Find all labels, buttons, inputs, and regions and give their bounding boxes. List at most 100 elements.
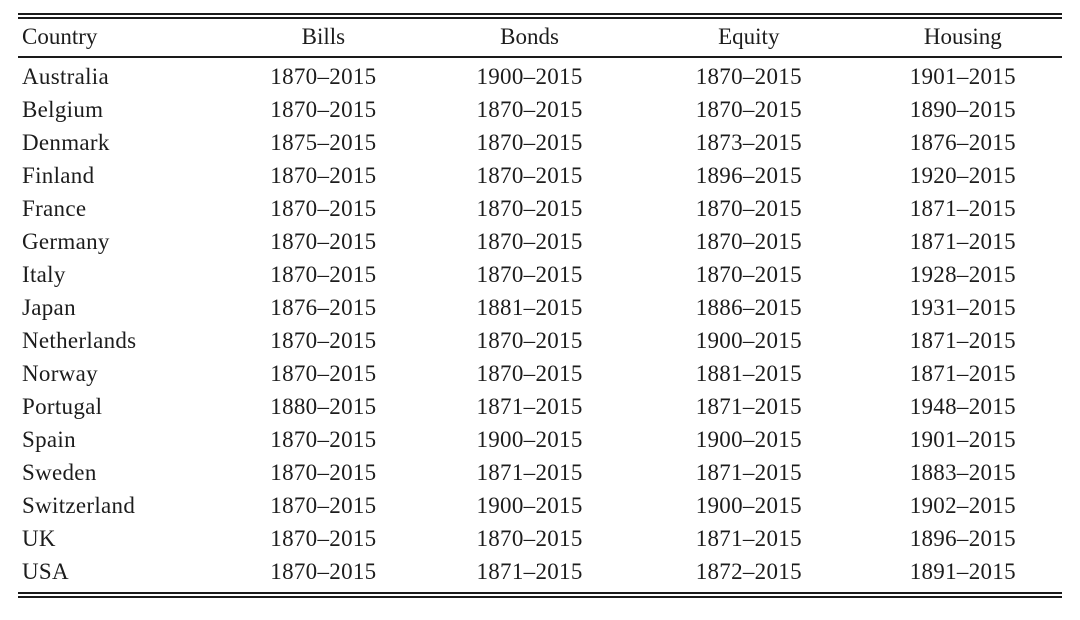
- cell-country: France: [22, 196, 87, 221]
- cell-equity: 1870–2015: [695, 262, 802, 287]
- cell-bonds: 1881–2015: [476, 295, 583, 320]
- table-row: Germany 1870–2015 1870–2015 1870–2015 1871–2…: [18, 226, 1062, 259]
- cell-housing: 1871–2015: [909, 229, 1016, 254]
- cell-bills: 1870–2015: [270, 460, 377, 485]
- header-row: Country Bills Bonds Equity Housing: [18, 16, 1062, 58]
- table-row: Italy 1870–2015 1870–2015 1870–2015 1928–201…: [18, 259, 1062, 292]
- cell-bills: 1870–2015: [270, 196, 377, 221]
- cell-country: Belgium: [22, 97, 104, 122]
- cell-equity: 1896–2015: [695, 163, 802, 188]
- cell-country: Denmark: [22, 130, 110, 155]
- cell-bonds: 1870–2015: [476, 262, 583, 287]
- cell-bonds: 1900–2015: [476, 427, 583, 452]
- cell-country: UK: [22, 526, 56, 551]
- cell-housing: 1890–2015: [909, 97, 1016, 122]
- cell-equity: 1873–2015: [695, 130, 802, 155]
- cell-bonds: 1870–2015: [476, 229, 583, 254]
- cell-bonds: 1870–2015: [476, 526, 583, 551]
- column-header-bills: Bills: [221, 16, 426, 58]
- cell-bills: 1870–2015: [270, 559, 377, 584]
- cell-country: Italy: [22, 262, 66, 287]
- cell-housing: 1883–2015: [909, 460, 1016, 485]
- cell-bills: 1870–2015: [270, 262, 377, 287]
- table-row: Belgium 1870–2015 1870–2015 1870–2015 1890–2…: [18, 94, 1062, 127]
- cell-bills: 1880–2015: [270, 394, 377, 419]
- cell-equity: 1870–2015: [695, 97, 802, 122]
- cell-bonds: 1870–2015: [476, 361, 583, 386]
- table-row: Portugal 1880–2015 1871–2015 1871–2015 1948–…: [18, 391, 1062, 424]
- cell-country: Japan: [22, 295, 76, 320]
- cell-country: Netherlands: [22, 328, 137, 353]
- cell-country: Spain: [22, 427, 76, 452]
- cell-bonds: 1900–2015: [476, 493, 583, 518]
- cell-bills: 1870–2015: [270, 97, 377, 122]
- cell-country: Sweden: [22, 460, 97, 485]
- cell-equity: 1900–2015: [695, 493, 802, 518]
- cell-country: Finland: [22, 163, 95, 188]
- table-row: Sweden 1870–2015 1871–2015 1871–2015 1883–20…: [18, 457, 1062, 490]
- table-row: Japan 1876–2015 1881–2015 1886–2015 1931–201…: [18, 292, 1062, 325]
- cell-housing: 1891–2015: [909, 559, 1016, 584]
- cell-equity: 1870–2015: [695, 229, 802, 254]
- table-row: Switzerland 1870–2015 1900–2015 1900–2015 19…: [18, 490, 1062, 523]
- cell-equity: 1881–2015: [695, 361, 802, 386]
- cell-country: Germany: [22, 229, 110, 254]
- table-row: Netherlands 1870–2015 1870–2015 1900–2015 18…: [18, 325, 1062, 358]
- table-row: Finland 1870–2015 1870–2015 1896–2015 1920–2…: [18, 160, 1062, 193]
- table-body: Australia 1870–2015 1900–2015 1870–2015 1901…: [18, 57, 1062, 595]
- cell-equity: 1900–2015: [695, 427, 802, 452]
- column-header-country: Country: [18, 16, 222, 58]
- table-row: Australia 1870–2015 1900–2015 1870–2015 1901…: [18, 57, 1062, 94]
- cell-bonds: 1871–2015: [476, 460, 583, 485]
- cell-bills: 1870–2015: [270, 526, 377, 551]
- table-row: France 1870–2015 1870–2015 1870–2015 1871–20…: [18, 193, 1062, 226]
- table-row: Denmark 1875–2015 1870–2015 1873–2015 1876–2…: [18, 127, 1062, 160]
- cell-country: Switzerland: [22, 493, 136, 518]
- cell-country: Portugal: [22, 394, 103, 419]
- cell-equity: 1870–2015: [695, 196, 802, 221]
- cell-bonds: 1870–2015: [476, 328, 583, 353]
- column-header-equity: Equity: [633, 16, 864, 58]
- cell-equity: 1872–2015: [695, 559, 802, 584]
- cell-housing: 1901–2015: [909, 427, 1016, 452]
- cell-bills: 1870–2015: [270, 361, 377, 386]
- cell-equity: 1900–2015: [695, 328, 802, 353]
- column-header-bonds: Bonds: [425, 16, 634, 58]
- cell-bonds: 1870–2015: [476, 196, 583, 221]
- table-row: UK 1870–2015 1870–2015 1871–2015 1896–2015: [18, 523, 1062, 556]
- cell-country: Australia: [22, 64, 110, 89]
- cell-bills: 1870–2015: [270, 229, 377, 254]
- cell-country: USA: [22, 559, 69, 584]
- cell-housing: 1871–2015: [909, 196, 1016, 221]
- cell-bonds: 1900–2015: [476, 64, 583, 89]
- data-coverage-table: Country Bills Bonds Equity Housing Austr…: [18, 13, 1062, 598]
- cell-housing: 1920–2015: [909, 163, 1016, 188]
- coverage-table-container: Country Bills Bonds Equity Housing Austr…: [18, 13, 1062, 598]
- table-header: Country Bills Bonds Equity Housing: [18, 16, 1062, 58]
- cell-equity: 1871–2015: [695, 394, 802, 419]
- cell-bills: 1870–2015: [270, 163, 377, 188]
- table-row: Spain 1870–2015 1900–2015 1900–2015 1901–201…: [18, 424, 1062, 457]
- cell-bills: 1870–2015: [270, 493, 377, 518]
- cell-housing: 1871–2015: [909, 361, 1016, 386]
- cell-bonds: 1870–2015: [476, 163, 583, 188]
- cell-equity: 1871–2015: [695, 460, 802, 485]
- cell-housing: 1948–2015: [909, 394, 1016, 419]
- cell-equity: 1886–2015: [695, 295, 802, 320]
- cell-bills: 1870–2015: [270, 427, 377, 452]
- cell-housing: 1928–2015: [909, 262, 1016, 287]
- column-header-housing: Housing: [863, 16, 1062, 58]
- cell-housing: 1871–2015: [909, 328, 1016, 353]
- cell-housing: 1901–2015: [909, 64, 1016, 89]
- cell-bonds: 1871–2015: [476, 394, 583, 419]
- cell-equity: 1871–2015: [695, 526, 802, 551]
- cell-bills: 1876–2015: [270, 295, 377, 320]
- cell-bonds: 1871–2015: [476, 559, 583, 584]
- table-row: USA 1870–2015 1871–2015 1872–2015 1891–2015: [18, 556, 1062, 596]
- cell-housing: 1931–2015: [909, 295, 1016, 320]
- cell-bills: 1870–2015: [270, 64, 377, 89]
- table-row: Norway 1870–2015 1870–2015 1881–2015 1871–20…: [18, 358, 1062, 391]
- cell-housing: 1902–2015: [909, 493, 1016, 518]
- cell-housing: 1876–2015: [909, 130, 1016, 155]
- cell-housing: 1896–2015: [909, 526, 1016, 551]
